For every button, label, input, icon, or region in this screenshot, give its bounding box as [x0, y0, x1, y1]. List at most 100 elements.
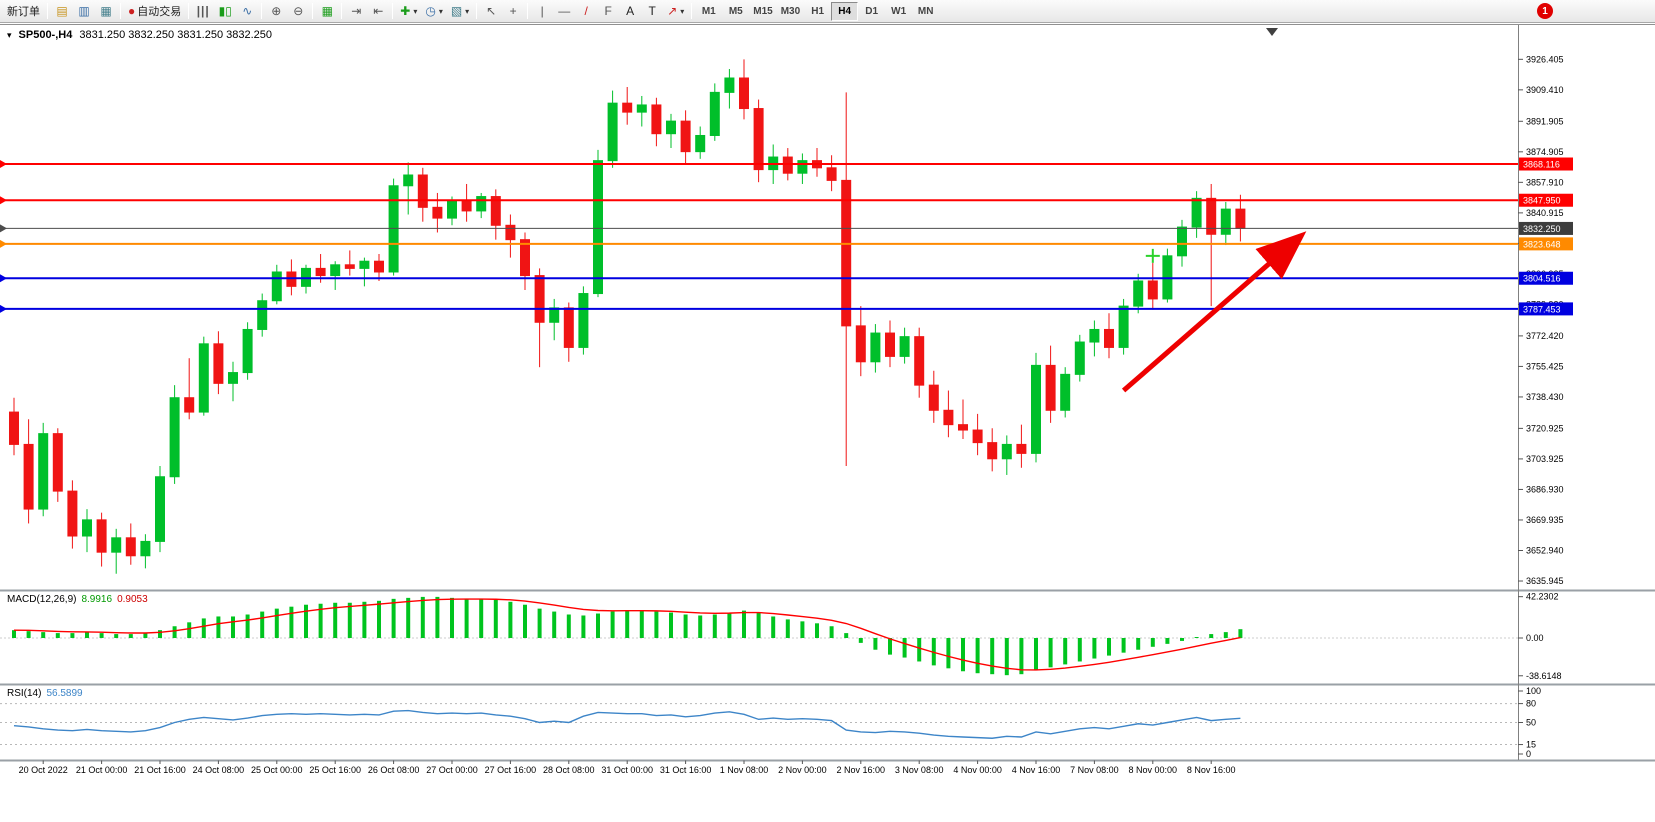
templates-icon: ▧	[450, 4, 463, 18]
chart-ohlc-values: 3831.250 3832.250 3831.250 3832.250	[79, 29, 273, 41]
rsi-indicator-label: RSI(14) 56.5899	[7, 688, 88, 699]
zoom-out-button[interactable]: ⊖	[287, 2, 309, 21]
svg-text:1 Nov 08:00: 1 Nov 08:00	[720, 765, 769, 775]
chart-candles-button[interactable]: ▮▯	[214, 2, 236, 21]
tile-windows-icon: ▦	[321, 4, 333, 18]
svg-text:21 Oct 00:00: 21 Oct 00:00	[76, 765, 128, 775]
autotrading-icon: ●	[128, 4, 136, 18]
svg-text:3 Nov 08:00: 3 Nov 08:00	[895, 765, 944, 775]
fibonacci-icon: F	[604, 4, 612, 18]
trendline-icon: /	[584, 4, 588, 18]
svg-text:8 Nov 16:00: 8 Nov 16:00	[1187, 765, 1236, 775]
timeframe-m15-button[interactable]: M15	[749, 2, 776, 21]
svg-text:3772.420: 3772.420	[1526, 331, 1564, 341]
notification-badge[interactable]: 1	[1537, 3, 1553, 19]
crosshair-button[interactable]: +	[502, 2, 524, 21]
chart-window: 3926.405 3909.410 3891.905 3874.905 3857.910…	[0, 24, 1655, 821]
toolbar-separator	[476, 3, 478, 19]
arrows-button[interactable]: ↗ ▾	[663, 2, 688, 21]
terminal-button[interactable]: ▦	[95, 2, 117, 21]
chart-symbol-period: SP500-,H4	[18, 29, 73, 41]
macd-pane: 42.2302 0.00 -38.6148	[0, 592, 1562, 681]
svg-text:-38.6148: -38.6148	[1526, 671, 1562, 681]
svg-text:3868.116: 3868.116	[1523, 160, 1560, 170]
rsi-line	[13, 709, 1241, 739]
toolbar-separator	[188, 3, 190, 19]
text-label-button[interactable]: T	[641, 2, 663, 21]
svg-text:20 Oct 2022: 20 Oct 2022	[19, 765, 68, 775]
macd-name: MACD(12,26,9)	[7, 594, 77, 605]
timeframe-m1-button[interactable]: M1	[695, 2, 722, 21]
new-order-button[interactable]: 新订单	[3, 2, 44, 21]
svg-text:3738.430: 3738.430	[1526, 392, 1564, 402]
vertical-line-button[interactable]: |	[531, 2, 553, 21]
timeframe-w1-button[interactable]: W1	[885, 2, 912, 21]
chart-dropdown-icon[interactable]: ▾	[7, 29, 12, 40]
svg-text:7 Nov 08:00: 7 Nov 08:00	[1070, 765, 1119, 775]
templates-button[interactable]: ▧ ▾	[447, 2, 473, 21]
svg-text:15: 15	[1526, 740, 1536, 750]
svg-text:3652.940: 3652.940	[1526, 545, 1564, 555]
svg-text:3891.905: 3891.905	[1526, 116, 1564, 126]
svg-text:3720.925: 3720.925	[1526, 423, 1564, 433]
horizontal-line-icon: —	[558, 4, 571, 18]
svg-text:28 Oct 08:00: 28 Oct 08:00	[543, 765, 595, 775]
svg-text:80: 80	[1526, 699, 1536, 709]
svg-text:2 Nov 00:00: 2 Nov 00:00	[778, 765, 827, 775]
timeframe-mn-button[interactable]: MN	[912, 2, 939, 21]
toolbar-separator	[120, 3, 121, 19]
market-watch-button[interactable]: ▤	[51, 2, 73, 21]
zoom-in-button[interactable]: ⊕	[265, 2, 287, 21]
auto-scroll-button[interactable]: ⇥	[345, 2, 367, 21]
svg-text:3909.410: 3909.410	[1526, 85, 1564, 95]
toolbar-separator	[392, 3, 394, 19]
tile-windows-button[interactable]: ▦	[316, 2, 338, 21]
svg-text:25 Oct 00:00: 25 Oct 00:00	[251, 765, 303, 775]
cursor-button[interactable]: ↖	[480, 2, 502, 21]
horizontal-level-lines	[0, 160, 1518, 313]
crosshair-icon: +	[509, 4, 517, 18]
timeframe-d1-button[interactable]: D1	[858, 2, 885, 21]
svg-text:2 Nov 16:00: 2 Nov 16:00	[837, 765, 886, 775]
indicators-button[interactable]: ✚ ▾	[396, 2, 421, 21]
periods-button[interactable]: ◷ ▾	[421, 2, 447, 21]
svg-text:100: 100	[1526, 686, 1541, 696]
horizontal-line-button[interactable]: —	[553, 2, 575, 21]
svg-text:0: 0	[1526, 749, 1531, 759]
time-axis: 20 Oct 2022 21 Oct 00:00 21 Oct 16:00 24 Oc…	[19, 760, 1236, 775]
svg-text:31 Oct 16:00: 31 Oct 16:00	[660, 765, 712, 775]
fibonacci-button[interactable]: F	[597, 2, 619, 21]
rsi-pane: 100 80 50 150	[0, 686, 1541, 759]
macd-indicator-label: MACD(12,26,9) 8.9916 0.9053	[7, 594, 153, 605]
text-button[interactable]: A	[619, 2, 641, 21]
price-axis: 3926.405 3909.410 3891.905 3874.905 3857.910…	[1518, 54, 1564, 586]
navigator-button[interactable]: ▥	[73, 2, 95, 21]
rsi-value: 56.5899	[46, 688, 83, 699]
chart-shift-icon: ⇤	[373, 4, 384, 18]
timeframe-h1-button[interactable]: H1	[804, 2, 831, 21]
autotrading-label: 自动交易	[137, 6, 182, 18]
autotrading-button[interactable]: ● 自动交易	[124, 2, 185, 21]
chart-shift-marker	[1266, 28, 1278, 36]
trendline-button[interactable]: /	[575, 2, 597, 21]
zoom-out-icon: ⊖	[293, 4, 304, 18]
zoom-in-icon: ⊕	[271, 4, 282, 18]
chart-shift-button[interactable]: ⇤	[367, 2, 389, 21]
chart-line-button[interactable]: ∿	[236, 2, 258, 21]
chart-bars-button[interactable]: |||	[192, 2, 214, 21]
dropdown-caret-icon: ▾	[465, 6, 470, 16]
timeframe-h4-button[interactable]: H4	[831, 1, 859, 21]
macd-signal-line	[13, 598, 1241, 671]
svg-text:3669.935: 3669.935	[1526, 515, 1564, 525]
price-chart-svg[interactable]: 3926.405 3909.410 3891.905 3874.905 3857.910…	[0, 25, 1655, 822]
svg-text:31 Oct 00:00: 31 Oct 00:00	[601, 765, 653, 775]
svg-text:3804.516: 3804.516	[1523, 274, 1561, 284]
dropdown-caret-icon: ▾	[680, 6, 685, 16]
svg-text:26 Oct 08:00: 26 Oct 08:00	[368, 765, 420, 775]
svg-text:3847.950: 3847.950	[1523, 196, 1561, 206]
timeframe-m30-button[interactable]: M30	[777, 2, 804, 21]
svg-text:3823.648: 3823.648	[1523, 239, 1561, 249]
svg-text:27 Oct 16:00: 27 Oct 16:00	[485, 765, 537, 775]
timeframe-m5-button[interactable]: M5	[722, 2, 749, 21]
svg-text:50: 50	[1526, 718, 1536, 728]
